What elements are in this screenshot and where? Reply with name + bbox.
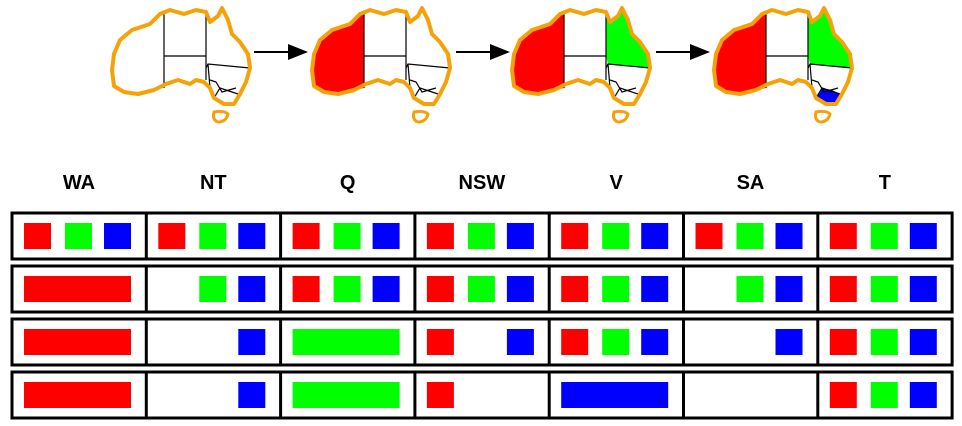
domain-row-4 <box>10 370 954 420</box>
value-t-blue <box>909 382 937 408</box>
value-t-green <box>870 276 898 302</box>
map-coastline <box>712 6 854 106</box>
map-state-border <box>811 79 839 93</box>
value-nt-blue <box>238 223 266 249</box>
domain-row-2 <box>10 264 954 314</box>
value-nt-red <box>158 223 186 249</box>
value-v-blue <box>641 276 669 302</box>
value-t-green <box>870 329 898 355</box>
value-sa-red <box>695 223 723 249</box>
header-sa: SA <box>736 172 765 194</box>
value-sa-green <box>736 276 764 302</box>
map-state-border <box>407 63 411 89</box>
value-nsw-red <box>426 276 454 302</box>
value-v-blue <box>641 223 669 249</box>
assigned-wa-red <box>24 329 131 355</box>
value-nsw-green <box>467 276 495 302</box>
value-v-red <box>561 276 589 302</box>
header-nt: NT <box>199 172 227 194</box>
value-nt-blue <box>238 276 266 302</box>
value-nsw-red <box>426 382 454 408</box>
map-coastline <box>110 6 252 106</box>
value-sa-blue <box>775 329 803 355</box>
value-sa-green <box>736 223 764 249</box>
value-v-blue <box>641 329 669 355</box>
map-state-border <box>209 79 237 93</box>
value-q-green <box>333 276 361 302</box>
australia-map-2 <box>310 6 452 124</box>
map-region-wa <box>714 14 766 94</box>
map-tasmania <box>612 109 630 124</box>
value-nsw-blue <box>506 223 534 249</box>
value-nsw-blue <box>506 276 534 302</box>
map-region-wa <box>512 14 564 94</box>
assigned-q-green <box>292 329 400 355</box>
value-nsw-green <box>467 223 495 249</box>
value-q-red <box>292 276 320 302</box>
header-wa: WA <box>62 172 96 194</box>
value-t-red <box>829 276 857 302</box>
header-nsw: NSW <box>458 172 506 194</box>
assigned-q-green <box>292 382 400 408</box>
map-state-border <box>809 63 813 89</box>
value-v-red <box>561 329 589 355</box>
value-t-blue <box>909 223 937 249</box>
value-q-blue <box>372 223 400 249</box>
value-nt-blue <box>238 382 266 408</box>
value-t-blue <box>909 276 937 302</box>
row-frame <box>10 264 954 314</box>
value-sa-blue <box>775 276 803 302</box>
header-t: T <box>878 172 891 194</box>
australia-map-3 <box>510 6 652 124</box>
assigned-wa-red <box>24 276 131 302</box>
map-coastline <box>310 6 452 106</box>
value-nsw-red <box>426 329 454 355</box>
map-region-q <box>606 8 650 68</box>
map-tasmania <box>814 109 832 124</box>
row-frame <box>10 211 954 261</box>
value-t-green <box>870 382 898 408</box>
header-q: Q <box>339 172 356 194</box>
australia-map-1 <box>110 6 252 124</box>
value-nt-green <box>199 276 227 302</box>
value-t-red <box>829 223 857 249</box>
assigned-wa-red <box>24 382 131 408</box>
map-sequence <box>110 6 854 124</box>
value-v-green <box>602 276 630 302</box>
value-t-green <box>870 223 898 249</box>
value-wa-green <box>65 223 92 249</box>
value-nsw-red <box>426 223 454 249</box>
value-nt-blue <box>238 329 266 355</box>
value-v-green <box>602 329 630 355</box>
value-wa-blue <box>104 223 131 249</box>
value-t-blue <box>909 329 937 355</box>
map-tasmania <box>212 109 230 124</box>
value-q-blue <box>372 276 400 302</box>
row-frame <box>10 317 954 367</box>
map-region-q <box>808 8 852 68</box>
value-v-green <box>602 223 630 249</box>
value-nt-green <box>199 223 227 249</box>
value-q-red <box>292 223 320 249</box>
value-q-green <box>333 223 361 249</box>
header-v: V <box>609 172 623 194</box>
map-state-border <box>409 79 437 93</box>
map-tasmania <box>412 109 430 124</box>
map-state-border <box>609 79 637 93</box>
map-state-border <box>207 63 211 89</box>
row-frame <box>10 370 954 420</box>
value-t-red <box>829 382 857 408</box>
map-coastline <box>510 6 652 106</box>
value-sa-blue <box>775 223 803 249</box>
value-t-red <box>829 329 857 355</box>
domain-row-1 <box>10 211 954 261</box>
map-region-wa <box>312 14 364 94</box>
australia-map-4 <box>712 6 854 124</box>
value-v-red <box>561 223 589 249</box>
map-state-border <box>607 63 611 89</box>
value-nsw-blue <box>506 329 534 355</box>
value-wa-red <box>24 223 51 249</box>
domain-row-3 <box>10 317 954 367</box>
assigned-v-blue <box>561 382 669 408</box>
